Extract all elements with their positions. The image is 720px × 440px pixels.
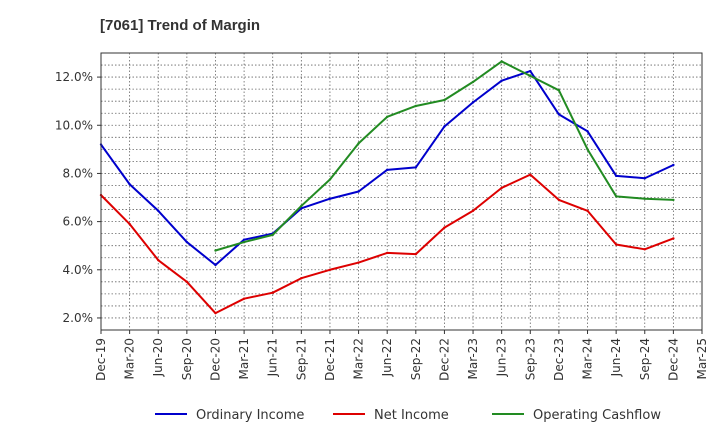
- data-point: [672, 198, 675, 202]
- data-point: [271, 233, 274, 237]
- x-tick-label: Sep-20: [180, 338, 194, 380]
- legend-label-1: Net Income: [374, 408, 449, 423]
- data-point: [557, 113, 561, 116]
- data-point: [414, 104, 418, 108]
- data-point: [643, 248, 646, 251]
- series-lines: [99, 60, 675, 315]
- data-point: [614, 243, 618, 246]
- x-tick-label: Dec-21: [323, 338, 337, 381]
- data-point: [500, 60, 503, 63]
- data-point: [643, 197, 646, 200]
- y-tick-label: 2.0%: [63, 311, 94, 325]
- data-point: [185, 280, 189, 284]
- x-tick-label: Sep-24: [638, 338, 652, 380]
- data-point: [385, 115, 389, 119]
- x-tick-label: Mar-21: [237, 338, 251, 379]
- x-tick-label: Sep-23: [523, 338, 537, 380]
- data-point: [443, 226, 446, 229]
- legend: Ordinary Income Net Income Operating Cashf…: [155, 408, 661, 423]
- data-point: [157, 209, 160, 212]
- data-point: [242, 240, 246, 244]
- x-tick-label: Dec-22: [437, 338, 451, 381]
- data-point: [586, 130, 589, 133]
- data-point: [557, 198, 561, 202]
- data-point: [500, 186, 503, 190]
- x-tick-label: Jun-23: [495, 338, 509, 377]
- data-point: [529, 173, 532, 176]
- x-tick-label: Jun-22: [380, 338, 394, 377]
- x-tick-label: Dec-19: [94, 338, 108, 381]
- data-point: [357, 261, 360, 264]
- x-tick-label: Mar-22: [352, 338, 366, 379]
- data-point: [328, 268, 332, 271]
- plot-area: [101, 53, 702, 330]
- plot-background: [101, 53, 702, 330]
- data-point: [128, 183, 131, 186]
- data-point: [414, 252, 418, 256]
- x-tick-label: Mar-20: [123, 338, 137, 379]
- x-tick-label: Sep-22: [409, 338, 423, 380]
- data-point: [443, 125, 446, 128]
- y-tick-label: 4.0%: [63, 263, 94, 277]
- data-point: [643, 177, 646, 180]
- data-point: [214, 249, 217, 252]
- data-point: [471, 209, 475, 212]
- data-point: [328, 178, 332, 181]
- data-point: [185, 240, 189, 244]
- data-point: [242, 238, 246, 241]
- data-point: [385, 251, 389, 255]
- x-tick-label: Dec-20: [208, 338, 222, 381]
- data-point: [157, 258, 160, 262]
- data-point: [557, 89, 561, 92]
- x-tick-label: Dec-24: [666, 338, 680, 381]
- axes: 2.0% 4.0% 6.0% 8.0% 10.0% 12.0% Dec-19 Mar-20 Ju…: [55, 52, 709, 381]
- grid-lines: [100, 52, 703, 330]
- y-tick-label: 12.0%: [55, 70, 93, 84]
- data-point: [614, 174, 618, 178]
- x-tick-label: Sep-21: [294, 338, 308, 380]
- data-point: [672, 163, 675, 167]
- data-point: [586, 148, 589, 151]
- x-tick-label: Jun-24: [609, 338, 623, 377]
- data-point: [529, 74, 532, 78]
- x-tick-label: Mar-23: [466, 338, 480, 379]
- data-point: [586, 209, 589, 212]
- data-point: [471, 80, 475, 84]
- data-point: [414, 166, 418, 169]
- data-point: [300, 277, 303, 280]
- data-point: [471, 101, 475, 104]
- data-point: [614, 195, 618, 198]
- data-point: [328, 197, 332, 200]
- y-tick-label: 10.0%: [55, 118, 93, 132]
- data-point: [357, 142, 360, 145]
- data-point: [300, 204, 303, 208]
- data-point: [128, 222, 131, 226]
- x-tick-label: Mar-24: [581, 338, 595, 379]
- data-point: [214, 311, 217, 315]
- data-point: [214, 263, 217, 267]
- x-tick-label: Dec-23: [552, 338, 566, 381]
- y-tick-label: 6.0%: [63, 215, 94, 229]
- data-point: [443, 98, 446, 102]
- data-point: [271, 291, 274, 294]
- data-point: [385, 168, 389, 172]
- legend-label-2: Operating Cashflow: [533, 408, 661, 423]
- data-point: [500, 79, 503, 82]
- data-point: [242, 297, 246, 300]
- data-point: [357, 190, 360, 193]
- x-tick-label: Mar-25: [695, 338, 709, 379]
- data-point: [672, 237, 675, 240]
- plot-frame: [100, 52, 703, 331]
- data-point: [529, 69, 532, 73]
- legend-label-0: Ordinary Income: [196, 408, 304, 423]
- y-tick-label: 8.0%: [63, 166, 94, 180]
- chart-title: [7061] Trend of Margin: [100, 17, 260, 34]
- x-tick-label: Jun-21: [266, 338, 280, 377]
- x-tick-label: Jun-20: [151, 338, 165, 377]
